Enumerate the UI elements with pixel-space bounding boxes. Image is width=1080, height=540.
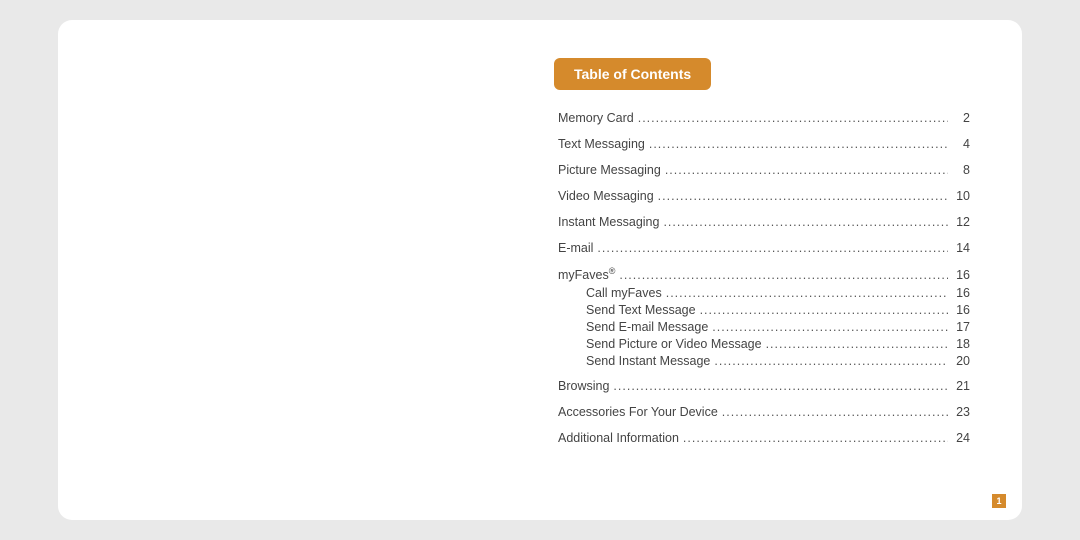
toc-leader-dots [683, 428, 948, 448]
toc-entry-label: E-mail [558, 238, 593, 258]
toc-entry-label: Additional Information [558, 428, 679, 448]
toc-entry-label: Accessories For Your Device [558, 402, 718, 422]
toc-entry-label: Video Messaging [558, 186, 654, 206]
toc-entry-page: 24 [952, 428, 970, 448]
toc-leader-dots [613, 376, 948, 396]
toc-entry-page: 16 [952, 285, 970, 302]
toc-entry: E-mail 14 [558, 238, 970, 258]
toc-leader-dots [714, 353, 948, 370]
toc-group: Picture Messaging 8 [558, 160, 970, 180]
toc-entry: Browsing 21 [558, 376, 970, 396]
toc-entry: myFaves® 16 [558, 264, 970, 285]
toc-tab-label: Table of Contents [574, 66, 691, 82]
toc-group: Video Messaging 10 [558, 186, 970, 206]
toc-leader-dots [712, 319, 948, 336]
toc-sublist: Call myFaves 16Send Text Message 16Send … [558, 285, 970, 369]
toc-entry: Memory Card 2 [558, 108, 970, 128]
toc-leader-dots [766, 336, 948, 353]
page-number-text: 1 [996, 496, 1001, 506]
toc-leader-dots [665, 160, 948, 180]
toc-leader-dots [722, 402, 948, 422]
toc-group: Instant Messaging 12 [558, 212, 970, 232]
toc-entry-label: Browsing [558, 376, 609, 396]
toc-entry-page: 18 [952, 336, 970, 353]
toc-group: Browsing 21 [558, 376, 970, 396]
toc-entry-page: 8 [952, 160, 970, 180]
toc-entry-page: 10 [952, 186, 970, 206]
toc-entry-page: 17 [952, 319, 970, 336]
toc-subentry: Send Instant Message 20 [586, 353, 970, 370]
toc-tab: Table of Contents [554, 58, 711, 90]
toc-subentry: Call myFaves 16 [586, 285, 970, 302]
toc-entry: Text Messaging 4 [558, 134, 970, 154]
toc-leader-dots [700, 302, 948, 319]
toc-group: Text Messaging 4 [558, 134, 970, 154]
toc-entry: Additional Information 24 [558, 428, 970, 448]
toc-group: myFaves® 16Call myFaves 16Send Text Mess… [558, 264, 970, 370]
toc-group: Additional Information 24 [558, 428, 970, 448]
page-card: Table of Contents Memory Card 2 Text Mess… [58, 20, 1022, 520]
toc-entry-page: 20 [952, 353, 970, 370]
toc-entry-label: Picture Messaging [558, 160, 661, 180]
toc-entry-page: 16 [952, 265, 970, 285]
toc-entry: Accessories For Your Device 23 [558, 402, 970, 422]
toc-leader-dots [638, 108, 948, 128]
toc-entry-label: Memory Card [558, 108, 634, 128]
registered-mark-icon: ® [609, 266, 616, 276]
toc-leader-dots [619, 265, 948, 285]
toc-entry-page: 12 [952, 212, 970, 232]
toc-entry-label: Send Picture or Video Message [586, 336, 762, 353]
toc-entry-label: myFaves® [558, 264, 615, 285]
toc-group: Memory Card 2 [558, 108, 970, 128]
toc-entry-page: 14 [952, 238, 970, 258]
toc-entry-label: Call myFaves [586, 285, 662, 302]
toc-entry-label: Send Instant Message [586, 353, 710, 370]
toc-entry-label: Instant Messaging [558, 212, 659, 232]
toc-entry-label: Send Text Message [586, 302, 696, 319]
toc-subentry: Send E-mail Message 17 [586, 319, 970, 336]
toc-leader-dots [666, 285, 948, 302]
toc-leader-dots [649, 134, 948, 154]
toc-subentry: Send Picture or Video Message 18 [586, 336, 970, 353]
toc-entry: Video Messaging 10 [558, 186, 970, 206]
toc-entry-page: 21 [952, 376, 970, 396]
toc-entry-label: Send E-mail Message [586, 319, 708, 336]
toc-entry-page: 2 [952, 108, 970, 128]
toc-entry-page: 16 [952, 302, 970, 319]
toc-list: Memory Card 2 Text Messaging 4 Picture Mes… [558, 108, 970, 454]
toc-leader-dots [658, 186, 948, 206]
toc-subentry: Send Text Message 16 [586, 302, 970, 319]
toc-leader-dots [663, 212, 948, 232]
toc-group: E-mail 14 [558, 238, 970, 258]
page-number-badge: 1 [992, 494, 1006, 508]
toc-entry: Picture Messaging 8 [558, 160, 970, 180]
toc-group: Accessories For Your Device 23 [558, 402, 970, 422]
toc-entry-label: Text Messaging [558, 134, 645, 154]
toc-leader-dots [597, 238, 948, 258]
toc-entry: Instant Messaging 12 [558, 212, 970, 232]
toc-entry-page: 4 [952, 134, 970, 154]
toc-entry-page: 23 [952, 402, 970, 422]
